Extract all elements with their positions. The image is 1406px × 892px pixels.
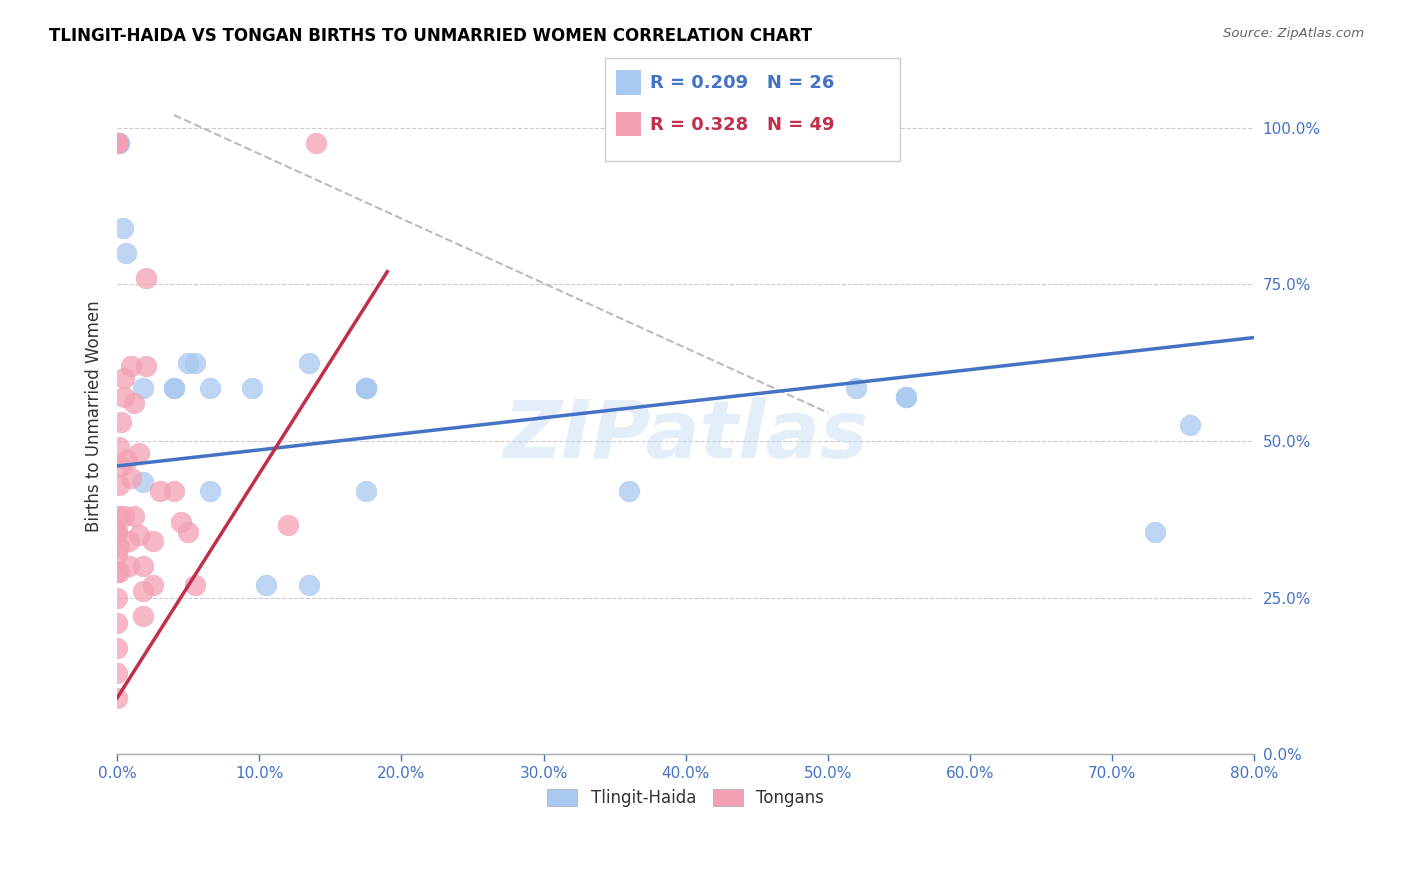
Point [107, 136, 129, 151]
Point [135, 271, 157, 285]
Point [894, 390, 917, 404]
Point [135, 359, 157, 373]
Point [184, 355, 207, 369]
Point [105, 665, 128, 680]
Y-axis label: Births to Unmarried Women: Births to Unmarried Women [86, 300, 103, 532]
Point [110, 458, 132, 473]
Point [105, 690, 128, 705]
Point [105, 524, 128, 539]
Point [107, 509, 129, 524]
Point [298, 355, 321, 369]
Point [107, 136, 129, 151]
Point [107, 440, 129, 454]
Point [105, 524, 128, 539]
Point [1180, 418, 1202, 433]
Point [117, 534, 139, 549]
Point [120, 359, 142, 373]
Point [354, 483, 377, 498]
Point [105, 524, 128, 539]
Point [107, 566, 129, 580]
Point [112, 390, 135, 404]
Legend: Tlingit-Haida, Tongans: Tlingit-Haida, Tongans [541, 782, 831, 814]
Point [617, 483, 640, 498]
Point [256, 578, 278, 592]
Point [117, 559, 139, 574]
Point [298, 578, 321, 592]
Point [128, 528, 150, 542]
Point [114, 246, 136, 260]
Point [163, 381, 186, 395]
Point [163, 381, 186, 395]
Point [111, 220, 134, 235]
Point [894, 390, 917, 404]
Point [105, 547, 128, 561]
Point [177, 524, 200, 539]
Point [240, 381, 263, 395]
Point [105, 136, 128, 151]
Point [112, 509, 135, 524]
Point [132, 559, 155, 574]
Point [132, 475, 155, 489]
Point [1143, 524, 1166, 539]
Point [170, 516, 193, 530]
Text: ZIPatlas: ZIPatlas [503, 397, 869, 475]
Point [110, 415, 132, 429]
Point [277, 518, 299, 533]
Point [354, 381, 377, 395]
Point [105, 640, 128, 655]
Point [105, 136, 128, 151]
Point [112, 371, 135, 385]
Point [198, 381, 221, 395]
Point [177, 355, 200, 369]
Point [132, 584, 155, 599]
Point [115, 452, 138, 467]
Point [128, 446, 150, 460]
Text: TLINGIT-HAIDA VS TONGAN BIRTHS TO UNMARRIED WOMEN CORRELATION CHART: TLINGIT-HAIDA VS TONGAN BIRTHS TO UNMARR… [49, 27, 813, 45]
Text: R = 0.209   N = 26: R = 0.209 N = 26 [650, 74, 834, 92]
Point [107, 477, 129, 491]
Point [122, 396, 145, 410]
Point [105, 615, 128, 630]
Point [105, 136, 128, 151]
Point [105, 136, 128, 151]
Point [105, 566, 128, 580]
Point [105, 136, 128, 151]
Point [305, 136, 328, 151]
Point [184, 578, 207, 592]
Point [132, 381, 155, 395]
Point [122, 509, 145, 524]
Point [845, 381, 868, 395]
Point [354, 381, 377, 395]
Point [105, 591, 128, 605]
Point [354, 381, 377, 395]
Text: R = 0.328   N = 49: R = 0.328 N = 49 [650, 116, 834, 134]
Point [142, 578, 165, 592]
Point [163, 483, 186, 498]
Point [120, 471, 142, 485]
Point [198, 483, 221, 498]
Point [107, 541, 129, 555]
Text: Source: ZipAtlas.com: Source: ZipAtlas.com [1223, 27, 1364, 40]
Point [142, 534, 165, 549]
Point [132, 609, 155, 624]
Point [149, 483, 172, 498]
